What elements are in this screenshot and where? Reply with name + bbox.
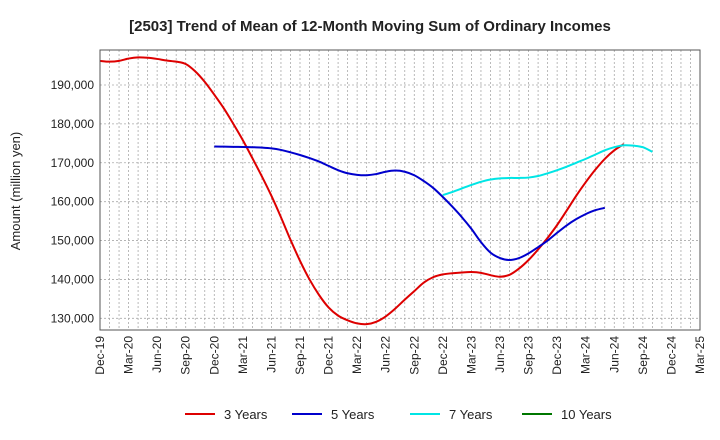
x-tick-label: Jun-20 [150, 336, 164, 373]
legend-item-10-years: 10 Years [522, 407, 612, 422]
x-tick-label: Jun-23 [493, 336, 507, 373]
y-tick-label: 170,000 [51, 156, 95, 170]
legend-item-7-years: 7 Years [410, 407, 493, 422]
series-line-3-years [99, 56, 625, 326]
plot-border [99, 49, 701, 331]
x-tick-label: Mar-23 [464, 336, 478, 374]
x-tick-label: Jun-22 [379, 336, 393, 373]
legend-item-3-years: 3 Years [185, 407, 268, 422]
x-tick-label: Mar-22 [350, 336, 364, 374]
series-line-7-years [442, 144, 653, 197]
x-tick-label: Dec-22 [436, 336, 450, 375]
series-lines [99, 56, 653, 326]
legend-label: 10 Years [561, 407, 612, 422]
x-tick-label: Jun-21 [264, 336, 278, 373]
y-tick-label: 160,000 [51, 195, 95, 209]
legend: 3 Years 5 Years 7 Years 10 Years [185, 407, 612, 422]
y-axis-label: Amount (million yen) [8, 132, 23, 251]
legend-label: 7 Years [449, 407, 493, 422]
x-tick-label: Jun-24 [607, 336, 621, 373]
plot-area [99, 49, 701, 331]
x-tick-label: Mar-24 [579, 336, 593, 374]
x-tick-label: Sep-24 [636, 336, 650, 375]
y-tick-label: 150,000 [51, 234, 95, 248]
x-tick-label: Sep-20 [179, 336, 193, 375]
x-tick-label: Dec-23 [550, 336, 564, 375]
y-tick-label: 140,000 [51, 272, 95, 286]
x-tick-label: Dec-19 [93, 336, 107, 375]
x-tick-label: Mar-20 [122, 336, 136, 374]
grid-lines [100, 50, 700, 330]
legend-item-5-years: 5 Years [292, 407, 375, 422]
series-line-5-years [214, 145, 605, 261]
y-tick-label: 130,000 [51, 311, 95, 325]
chart-title: [2503] Trend of Mean of 12-Month Moving … [129, 18, 611, 35]
y-tick-label: 190,000 [51, 78, 95, 92]
legend-label: 3 Years [224, 407, 268, 422]
x-tick-label: Dec-24 [664, 336, 678, 375]
x-tick-label: Sep-23 [522, 336, 536, 375]
x-tick-label: Sep-21 [293, 336, 307, 375]
x-tick-label: Mar-25 [693, 336, 707, 374]
y-axis-ticks: 130,000 140,000 150,000 160,000 170,000 180,0… [51, 78, 95, 325]
x-tick-label: Mar-21 [236, 336, 250, 374]
x-tick-label: Sep-22 [407, 336, 421, 375]
legend-label: 5 Years [331, 407, 375, 422]
x-tick-label: Dec-20 [207, 336, 221, 375]
x-axis-ticks: Dec-19 Mar-20 Jun-20 Sep-20 Dec-20 Mar-21 Jun-… [93, 336, 707, 375]
y-tick-label: 180,000 [51, 117, 95, 131]
x-tick-label: Dec-21 [322, 336, 336, 375]
